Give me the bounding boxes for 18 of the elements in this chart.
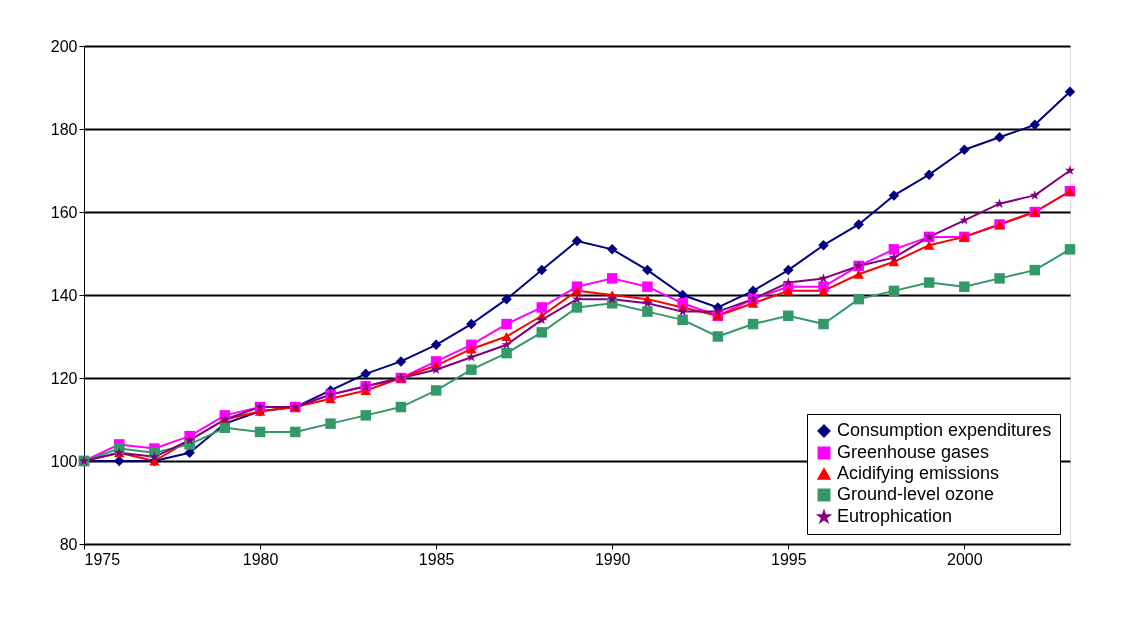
y-tick-label: 100 <box>50 452 78 470</box>
x-tick-label: 1995 <box>770 550 807 568</box>
legend-label: Eutrophication <box>837 506 953 526</box>
legend-label: Consumption expenditures <box>837 420 1052 440</box>
x-tick-label: 1990 <box>594 550 631 568</box>
legend-label: Ground-level ozone <box>837 484 995 504</box>
x-tick-label: 1975 <box>84 550 121 568</box>
y-tick-label: 180 <box>50 120 78 138</box>
y-tick-label: 140 <box>50 286 78 304</box>
x-tick-label: 2000 <box>947 550 983 568</box>
legend-label: Acidifying emissions <box>837 463 1000 483</box>
y-tick-label: 80 <box>59 535 78 553</box>
y-tick-label: 160 <box>50 203 78 221</box>
y-tick-label: 200 <box>50 37 78 55</box>
x-tick-label: 1980 <box>242 550 279 568</box>
y-tick-label: 120 <box>50 369 78 387</box>
legend-label: Greenhouse gases <box>837 442 990 462</box>
x-tick-label: 1985 <box>418 550 455 568</box>
